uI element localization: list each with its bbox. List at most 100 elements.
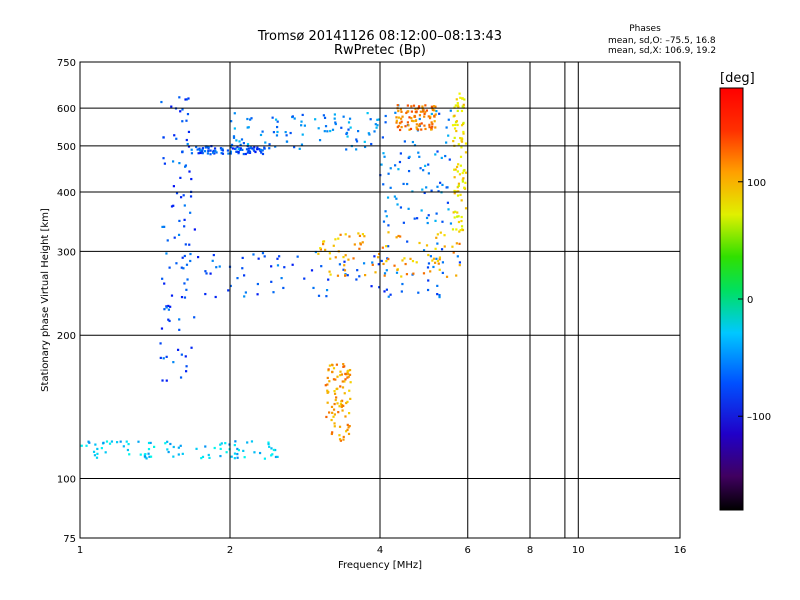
data-point <box>458 173 462 176</box>
data-point <box>424 127 427 131</box>
data-point <box>455 165 459 169</box>
data-point <box>453 114 456 117</box>
data-point <box>382 262 385 266</box>
data-point <box>358 275 361 278</box>
data-point <box>160 327 164 330</box>
data-point <box>330 405 334 409</box>
data-point <box>254 150 257 154</box>
data-point <box>285 140 288 143</box>
data-point <box>460 124 464 127</box>
data-point <box>342 404 345 408</box>
data-point <box>455 242 458 245</box>
data-point <box>456 255 459 258</box>
data-point <box>233 112 236 115</box>
data-point <box>168 266 171 269</box>
data-point <box>464 181 467 184</box>
data-point <box>348 368 352 372</box>
phase-box-title: Phases <box>629 24 661 34</box>
data-point <box>301 133 304 136</box>
data-point <box>178 318 181 321</box>
data-point <box>339 385 342 388</box>
data-point <box>460 140 464 143</box>
data-point <box>425 244 429 247</box>
data-point <box>268 143 271 146</box>
colorbar-tick-label: –100 <box>747 412 771 423</box>
data-point <box>423 191 426 195</box>
data-point <box>240 138 244 141</box>
data-point <box>298 147 301 150</box>
data-point <box>337 237 340 240</box>
data-point <box>456 215 459 218</box>
y-tick-label: 75 <box>63 534 76 545</box>
data-point <box>458 264 461 267</box>
data-point <box>230 120 233 123</box>
data-point <box>282 286 285 290</box>
data-point <box>373 130 376 133</box>
data-point <box>339 439 343 442</box>
data-point <box>427 279 430 282</box>
data-point <box>411 259 415 263</box>
data-point <box>348 389 351 392</box>
data-point <box>398 121 402 125</box>
data-point <box>375 126 378 129</box>
data-point <box>343 260 346 263</box>
data-point <box>431 122 434 126</box>
data-point <box>421 110 425 113</box>
data-point <box>185 263 189 266</box>
data-point <box>246 441 249 444</box>
data-point <box>303 277 306 280</box>
data-point <box>234 440 237 443</box>
data-point <box>247 147 250 150</box>
x-tick-label: 8 <box>527 545 533 556</box>
data-point <box>381 136 384 139</box>
data-point <box>346 400 349 403</box>
data-point <box>333 113 336 116</box>
data-point <box>256 282 259 286</box>
data-point <box>433 109 436 112</box>
data-point <box>178 96 181 99</box>
data-point <box>355 278 358 281</box>
data-point <box>334 122 337 126</box>
data-point <box>167 304 170 308</box>
data-point <box>402 221 405 224</box>
data-point <box>460 146 463 149</box>
data-point <box>326 130 329 133</box>
data-point <box>233 127 236 130</box>
data-point <box>406 182 409 186</box>
data-point <box>184 98 187 101</box>
data-point <box>453 136 456 139</box>
data-point <box>347 412 351 415</box>
data-point <box>428 116 432 120</box>
data-point <box>334 238 337 241</box>
data-point <box>183 225 186 228</box>
data-point <box>149 441 152 445</box>
data-point <box>461 178 464 181</box>
data-point <box>464 207 468 210</box>
data-point <box>184 243 187 246</box>
data-point <box>322 240 326 243</box>
data-point <box>173 236 176 239</box>
data-point <box>417 124 420 127</box>
data-point <box>224 442 227 445</box>
data-point <box>201 152 204 155</box>
data-point <box>457 215 460 218</box>
data-point <box>435 257 438 260</box>
data-point <box>459 193 462 196</box>
data-point <box>356 269 359 272</box>
data-point <box>237 152 240 155</box>
data-point <box>427 172 430 175</box>
data-point <box>96 447 99 451</box>
data-point <box>243 456 246 459</box>
data-point <box>345 401 348 405</box>
data-point <box>243 274 246 277</box>
data-point <box>185 98 189 101</box>
data-point <box>237 449 240 452</box>
data-point <box>100 447 103 450</box>
data-point <box>382 220 386 223</box>
data-point <box>327 390 330 394</box>
data-point <box>348 424 351 428</box>
data-point <box>460 215 463 219</box>
data-point <box>406 240 409 243</box>
data-point <box>335 396 338 399</box>
data-point <box>396 125 399 129</box>
